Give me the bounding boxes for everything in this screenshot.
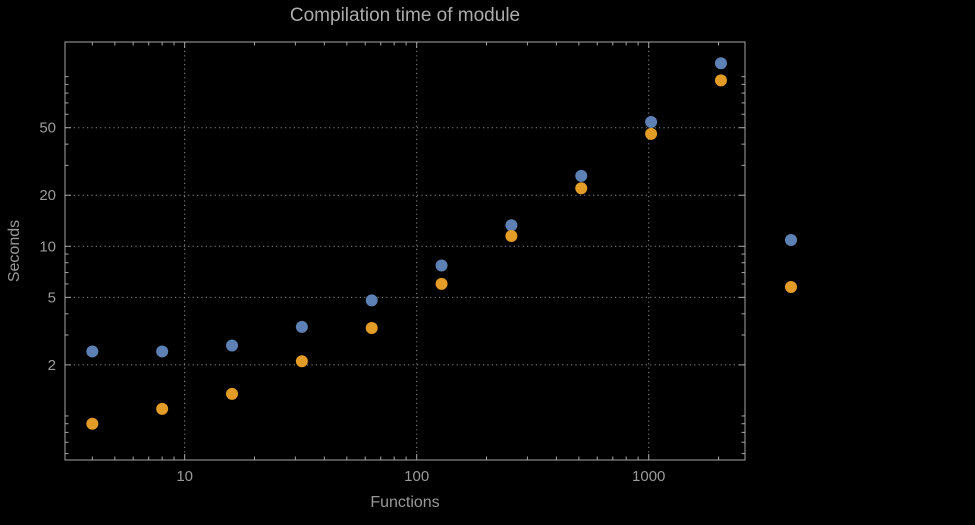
y-tick-label: 10 <box>39 238 56 255</box>
data-point-series-1 <box>156 345 169 358</box>
data-point-series-2 <box>226 387 239 400</box>
data-point-series-1 <box>645 116 658 129</box>
x-tick-label: 100 <box>404 468 429 485</box>
legend-marker-series-1 <box>785 234 797 246</box>
x-axis-label: Functions <box>370 494 440 511</box>
data-point-series-2 <box>365 321 378 334</box>
data-point-series-1 <box>435 259 448 272</box>
data-point-series-1 <box>86 345 99 358</box>
legend-marker-series-2 <box>785 281 797 293</box>
data-point-series-1 <box>365 294 378 307</box>
data-point-series-2 <box>156 402 169 415</box>
y-tick-label: 5 <box>48 289 56 306</box>
data-point-series-1 <box>575 169 588 182</box>
y-tick-label: 2 <box>48 357 56 374</box>
x-tick-label: 10 <box>176 468 193 485</box>
data-point-series-2 <box>575 182 588 195</box>
data-point-series-1 <box>505 219 518 232</box>
data-point-series-1 <box>714 57 727 70</box>
data-point-series-1 <box>295 320 308 333</box>
data-point-series-2 <box>505 229 518 242</box>
data-point-series-2 <box>435 277 448 290</box>
data-point-series-2 <box>295 355 308 368</box>
y-tick-label: 20 <box>39 187 56 204</box>
data-point-series-2 <box>714 74 727 87</box>
plot-frame <box>64 41 746 461</box>
data-point-series-2 <box>645 127 658 140</box>
data-point-series-1 <box>226 339 239 352</box>
y-tick-label: 50 <box>39 120 56 137</box>
data-point-series-2 <box>86 417 99 430</box>
chart-title: Compilation time of module <box>289 5 521 26</box>
x-tick-label: 1000 <box>632 468 665 485</box>
